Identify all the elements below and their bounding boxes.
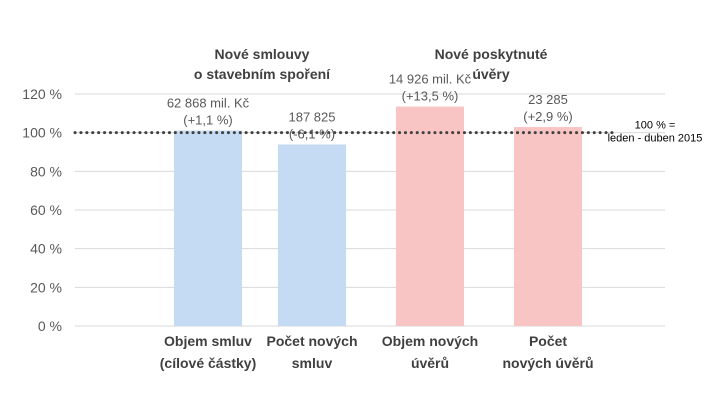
bar — [396, 106, 464, 326]
group-title: Nové smlouvy o stavebním spoření — [194, 46, 331, 82]
category-label-line: Počet — [529, 333, 567, 349]
group-title-line: o stavebním spoření — [194, 66, 331, 82]
category-label: Objem nových úvěrů — [382, 333, 478, 371]
bar — [514, 127, 582, 326]
data-labels: 62 868 mil. Kč (+1,1 %) 187 825 (-6,1 %) 14 … — [167, 72, 573, 142]
data-label: 62 868 mil. Kč (+1,1 %) — [167, 96, 250, 128]
category-label-line: smluv — [292, 355, 333, 371]
data-label-line: 187 825 — [289, 109, 336, 124]
data-label: 14 926 mil. Kč (+13,5 %) — [389, 72, 472, 104]
group-title: Nové poskytnuté úvěry — [435, 46, 548, 82]
reference-line-label-line: 100 % = — [635, 120, 676, 132]
bars — [174, 106, 582, 326]
category-label-line: úvěrů — [411, 355, 449, 371]
category-label-line: Objem smluv — [164, 333, 252, 349]
y-tick-label: 100 % — [22, 125, 62, 141]
y-tick-label: 40 % — [30, 241, 62, 257]
data-label: 187 825 (-6,1 %) — [289, 109, 336, 141]
group-titles: Nové smlouvy o stavebním spoření Nové posk… — [194, 46, 548, 82]
category-label: Počet nových smluv — [266, 333, 357, 371]
category-label-line: (cílové částky) — [160, 355, 257, 371]
group-title-line: Nové poskytnuté — [435, 46, 548, 62]
bar — [278, 144, 346, 326]
category-label-line: nových úvěrů — [502, 355, 593, 371]
category-label-line: Objem nových — [382, 333, 478, 349]
reference-line-label-line: leden - duben 2015 — [608, 133, 703, 145]
group-title-line: úvěry — [472, 66, 510, 82]
data-label-line: (+1,1 %) — [183, 113, 233, 128]
category-labels: Objem smluv (cílové částky) Počet nových sm… — [160, 333, 594, 371]
data-label-line: (+2,9 %) — [523, 109, 573, 124]
y-tick-label: 0 % — [38, 318, 62, 334]
group-title-line: Nové smlouvy — [215, 46, 310, 62]
data-label-line: (-6,1 %) — [289, 126, 335, 141]
y-tick-label: 60 % — [30, 202, 62, 218]
y-tick-label: 120 % — [22, 86, 62, 102]
data-label-line: 14 926 mil. Kč — [389, 72, 472, 87]
category-label: Počet nových úvěrů — [502, 333, 593, 371]
data-label-line: 62 868 mil. Kč — [167, 96, 250, 111]
reference-line-label: 100 % = leden - duben 2015 — [608, 120, 703, 145]
bar — [174, 130, 242, 326]
category-label: Objem smluv (cílové částky) — [160, 333, 257, 371]
data-label: 23 285 (+2,9 %) — [523, 92, 573, 124]
y-axis-tick-labels: 0 % 20 % 40 % 60 % 80 % 100 % 120 % — [22, 86, 62, 334]
y-tick-label: 20 % — [30, 279, 62, 295]
data-label-line: (+13,5 %) — [402, 89, 459, 104]
reference-line-group: 100 % = leden - duben 2015 — [73, 120, 703, 145]
y-tick-label: 80 % — [30, 163, 62, 179]
data-label-line: 23 285 — [528, 92, 568, 107]
category-label-line: Počet nových — [266, 333, 357, 349]
